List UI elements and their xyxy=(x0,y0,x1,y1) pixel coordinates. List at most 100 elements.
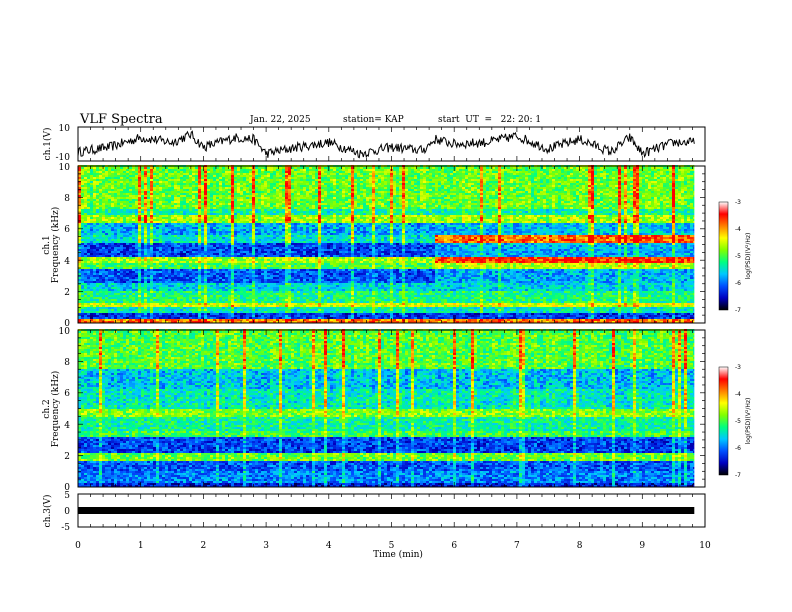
spectrogram-cell xyxy=(555,313,558,315)
spectrogram-cell xyxy=(642,315,645,317)
spectrogram-cell xyxy=(549,313,552,315)
spectrogram-cell xyxy=(153,305,156,307)
spectrogram-cell xyxy=(369,311,372,313)
spectrogram-cell xyxy=(483,303,486,305)
spectrogram-cell xyxy=(492,307,495,309)
spectrogram-cell xyxy=(180,301,183,303)
spectrogram-cell xyxy=(141,307,144,309)
spectrogram-cell xyxy=(684,313,687,315)
spectrogram-cell xyxy=(630,313,633,315)
spectrogram-cell xyxy=(192,315,195,317)
spectrogram-cell xyxy=(507,319,510,321)
spectrogram-cell xyxy=(273,311,276,313)
spectrogram-cell xyxy=(186,311,189,313)
spectrogram-cell xyxy=(96,317,99,319)
spectrogram-cell xyxy=(480,305,483,307)
spectrogram-cell xyxy=(405,311,408,313)
spectrogram-cell xyxy=(528,307,531,309)
spectrogram-cell xyxy=(513,311,516,313)
spectrogram-cell xyxy=(645,305,648,307)
spectrogram-cell xyxy=(618,317,621,319)
spectrogram-cell xyxy=(450,311,453,313)
spectrogram-cell xyxy=(105,303,108,305)
spectrogram-cell xyxy=(495,311,498,313)
spectrogram-cell xyxy=(597,311,600,313)
spectrogram-cell xyxy=(459,309,462,311)
spectrogram-cell xyxy=(309,303,312,305)
spectrogram-cell xyxy=(489,315,492,317)
spectrogram-cell xyxy=(342,311,345,313)
spectrogram-cell xyxy=(210,307,213,309)
spectrogram-cell xyxy=(297,299,300,301)
spectrogram-cell xyxy=(618,315,621,317)
spectrogram-cell xyxy=(417,301,420,303)
spectrogram-cell xyxy=(324,317,327,319)
spectrogram-cell xyxy=(108,311,111,313)
spectrogram-cell xyxy=(354,319,357,321)
spectrogram-cell xyxy=(141,303,144,305)
spectrogram-cell xyxy=(501,307,504,309)
spectrogram-cell xyxy=(309,313,312,315)
spectrogram-cell xyxy=(447,309,450,311)
spectrogram-cell xyxy=(345,311,348,313)
spectrogram-cell xyxy=(486,317,489,319)
spectrogram-cell xyxy=(177,301,180,303)
spectrogram-cell xyxy=(213,303,216,305)
spectrogram-cell xyxy=(153,313,156,315)
spectrogram-cell xyxy=(471,307,474,309)
spectrogram-cell xyxy=(597,303,600,305)
spectrogram-cell xyxy=(90,317,93,319)
spectrogram-cell xyxy=(636,303,639,305)
spectrogram-cell xyxy=(654,299,657,301)
spectrogram-cell xyxy=(513,317,516,319)
spectrogram-cell xyxy=(375,303,378,305)
spectrogram-cell xyxy=(426,311,429,313)
spectrogram-cell xyxy=(564,299,567,301)
spectrogram-cell xyxy=(663,301,666,303)
spectrogram-cell xyxy=(159,309,162,311)
spectrogram-cell xyxy=(618,301,621,303)
spectrogram-cell xyxy=(108,303,111,305)
spectrogram-cell xyxy=(168,313,171,315)
spectrogram-cell xyxy=(126,319,129,321)
spectrogram-cell xyxy=(243,317,246,319)
spectrogram-cell xyxy=(309,311,312,313)
spectrogram-cell xyxy=(408,313,411,315)
spectrogram-cell xyxy=(366,307,369,309)
spectrogram-cell xyxy=(306,301,309,303)
spectrogram-cell xyxy=(288,315,291,317)
spectrogram-cell xyxy=(405,313,408,315)
spectrogram-cell xyxy=(81,319,84,321)
spectrogram-cell xyxy=(531,301,534,303)
spectrogram-cell xyxy=(96,299,99,301)
spectrogram-cell xyxy=(159,311,162,313)
spectrogram-cell xyxy=(477,305,480,307)
spectrogram-cell xyxy=(306,315,309,317)
spectrogram-cell xyxy=(192,317,195,319)
spectrogram-cell xyxy=(540,307,543,309)
spectrogram-cell xyxy=(456,305,459,307)
spectrogram-cell xyxy=(183,319,186,321)
spectrogram-cell xyxy=(591,303,594,305)
spectrogram-cell xyxy=(207,299,210,301)
spectrogram-cell xyxy=(315,303,318,305)
spectrogram-cell xyxy=(498,311,501,313)
spectrogram-cell xyxy=(339,315,342,317)
spectrogram-cell xyxy=(351,315,354,317)
spectrogram-cell xyxy=(600,303,603,305)
spectrogram-cell xyxy=(384,303,387,305)
spectrogram-cell xyxy=(201,311,204,313)
spectrogram-cell xyxy=(402,309,405,311)
spectrogram-cell xyxy=(657,309,660,311)
spectrogram-cell xyxy=(270,307,273,309)
spectrogram-cell xyxy=(165,301,168,303)
spectrogram-cell xyxy=(213,299,216,301)
spectrogram-cell xyxy=(690,307,693,309)
spectrogram-cell xyxy=(429,315,432,317)
spectrogram-cell xyxy=(549,317,552,319)
spectrogram-cell xyxy=(693,317,694,319)
spectrogram-cell xyxy=(189,305,192,307)
spectrogram-cell xyxy=(219,309,222,311)
spectrogram-cell xyxy=(495,319,498,321)
spectrogram-cell xyxy=(261,309,264,311)
